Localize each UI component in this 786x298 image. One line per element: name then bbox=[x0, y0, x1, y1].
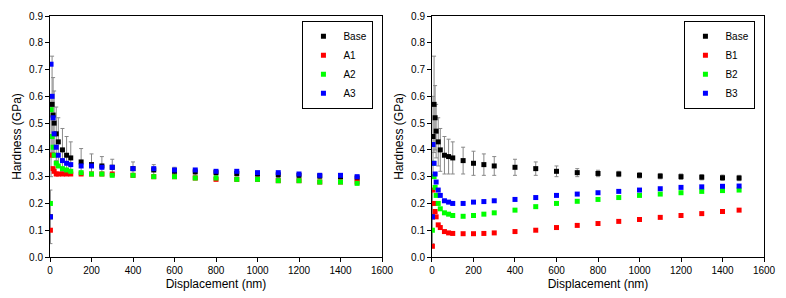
svg-text:0.4: 0.4 bbox=[29, 144, 43, 155]
svg-text:0.1: 0.1 bbox=[411, 225, 425, 236]
svg-text:0.3: 0.3 bbox=[29, 171, 43, 182]
svg-text:0.6: 0.6 bbox=[411, 91, 425, 102]
svg-text:600: 600 bbox=[548, 265, 565, 276]
svg-text:0.2: 0.2 bbox=[29, 198, 43, 209]
svg-text:Displacement (nm): Displacement (nm) bbox=[166, 277, 267, 291]
svg-text:200: 200 bbox=[465, 265, 482, 276]
svg-text:1000: 1000 bbox=[628, 265, 651, 276]
svg-text:1200: 1200 bbox=[670, 265, 693, 276]
svg-text:Displacement (nm): Displacement (nm) bbox=[548, 277, 649, 291]
svg-text:800: 800 bbox=[208, 265, 225, 276]
svg-text:A3: A3 bbox=[343, 88, 356, 99]
svg-text:1000: 1000 bbox=[246, 265, 269, 276]
svg-text:Base: Base bbox=[343, 31, 366, 42]
svg-text:Hardness (GPa): Hardness (GPa) bbox=[10, 93, 24, 180]
svg-text:B2: B2 bbox=[725, 69, 738, 80]
svg-text:400: 400 bbox=[125, 265, 142, 276]
svg-text:1600: 1600 bbox=[753, 265, 776, 276]
svg-text:0.4: 0.4 bbox=[411, 144, 425, 155]
svg-text:800: 800 bbox=[590, 265, 607, 276]
svg-text:B1: B1 bbox=[725, 50, 738, 61]
svg-text:0: 0 bbox=[47, 265, 53, 276]
svg-text:1400: 1400 bbox=[329, 265, 352, 276]
svg-text:0.9: 0.9 bbox=[29, 11, 43, 22]
svg-text:Hardness (GPa): Hardness (GPa) bbox=[392, 93, 406, 180]
svg-text:0.5: 0.5 bbox=[411, 118, 425, 129]
svg-text:0.9: 0.9 bbox=[411, 11, 425, 22]
svg-text:600: 600 bbox=[166, 265, 183, 276]
svg-text:0.2: 0.2 bbox=[411, 198, 425, 209]
svg-text:0.7: 0.7 bbox=[411, 64, 425, 75]
svg-text:0.7: 0.7 bbox=[29, 64, 43, 75]
svg-text:0.1: 0.1 bbox=[29, 225, 43, 236]
svg-text:200: 200 bbox=[83, 265, 100, 276]
svg-text:A1: A1 bbox=[343, 50, 356, 61]
svg-text:0.8: 0.8 bbox=[29, 37, 43, 48]
svg-text:B3: B3 bbox=[725, 88, 738, 99]
svg-text:1400: 1400 bbox=[711, 265, 734, 276]
svg-text:1200: 1200 bbox=[288, 265, 311, 276]
svg-text:1600: 1600 bbox=[371, 265, 394, 276]
svg-text:0.8: 0.8 bbox=[411, 37, 425, 48]
svg-text:0.0: 0.0 bbox=[29, 252, 43, 263]
svg-text:400: 400 bbox=[507, 265, 524, 276]
svg-text:Base: Base bbox=[725, 31, 748, 42]
svg-text:0.0: 0.0 bbox=[411, 252, 425, 263]
svg-text:A2: A2 bbox=[343, 69, 356, 80]
svg-text:0.5: 0.5 bbox=[29, 118, 43, 129]
svg-text:0.3: 0.3 bbox=[411, 171, 425, 182]
svg-text:0: 0 bbox=[429, 265, 435, 276]
svg-text:0.6: 0.6 bbox=[29, 91, 43, 102]
